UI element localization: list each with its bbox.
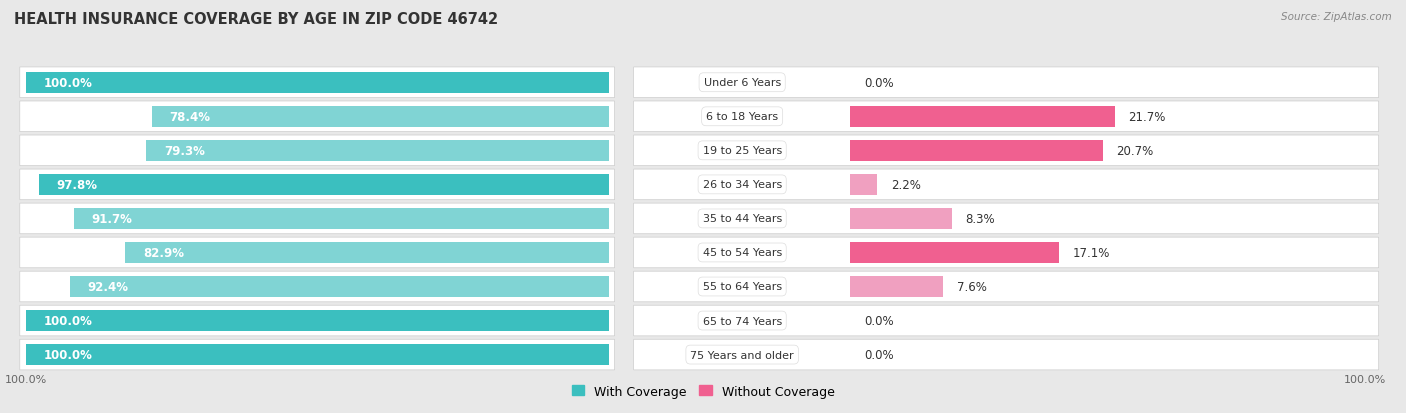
Text: 26 to 34 Years: 26 to 34 Years: [703, 180, 782, 190]
Text: 6 to 18 Years: 6 to 18 Years: [706, 112, 779, 122]
FancyBboxPatch shape: [20, 271, 614, 302]
Bar: [146, 140, 609, 161]
Bar: [38, 174, 609, 195]
Text: 45 to 54 Years: 45 to 54 Years: [703, 248, 782, 258]
Text: 65 to 74 Years: 65 to 74 Years: [703, 316, 782, 326]
Text: 91.7%: 91.7%: [91, 212, 132, 225]
Text: 78.4%: 78.4%: [169, 111, 209, 123]
FancyBboxPatch shape: [634, 136, 1379, 166]
Text: 100.0%: 100.0%: [44, 348, 91, 361]
Text: 97.8%: 97.8%: [56, 178, 97, 191]
Text: 79.3%: 79.3%: [165, 145, 205, 157]
Text: 21.7%: 21.7%: [1129, 111, 1166, 123]
Bar: [25, 310, 609, 331]
Text: 8.3%: 8.3%: [965, 212, 994, 225]
Bar: [851, 209, 952, 229]
Text: 2.2%: 2.2%: [891, 178, 921, 191]
Text: 19 to 25 Years: 19 to 25 Years: [703, 146, 782, 156]
Text: 92.4%: 92.4%: [87, 280, 128, 293]
Text: 100.0%: 100.0%: [44, 76, 91, 90]
Text: 0.0%: 0.0%: [865, 76, 894, 90]
Bar: [851, 107, 1115, 128]
Bar: [851, 174, 877, 195]
Text: 17.1%: 17.1%: [1073, 247, 1109, 259]
FancyBboxPatch shape: [634, 339, 1379, 370]
Bar: [851, 242, 1059, 263]
Text: 55 to 64 Years: 55 to 64 Years: [703, 282, 782, 292]
Bar: [152, 107, 609, 128]
FancyBboxPatch shape: [634, 204, 1379, 234]
Bar: [25, 344, 609, 365]
Text: 35 to 44 Years: 35 to 44 Years: [703, 214, 782, 224]
FancyBboxPatch shape: [20, 102, 614, 132]
Text: HEALTH INSURANCE COVERAGE BY AGE IN ZIP CODE 46742: HEALTH INSURANCE COVERAGE BY AGE IN ZIP …: [14, 12, 498, 27]
FancyBboxPatch shape: [20, 68, 614, 98]
FancyBboxPatch shape: [634, 68, 1379, 98]
FancyBboxPatch shape: [20, 339, 614, 370]
Text: Source: ZipAtlas.com: Source: ZipAtlas.com: [1281, 12, 1392, 22]
FancyBboxPatch shape: [634, 237, 1379, 268]
FancyBboxPatch shape: [634, 102, 1379, 132]
Text: 0.0%: 0.0%: [865, 348, 894, 361]
Text: 20.7%: 20.7%: [1116, 145, 1153, 157]
Text: 0.0%: 0.0%: [865, 314, 894, 327]
FancyBboxPatch shape: [20, 237, 614, 268]
Text: 100.0%: 100.0%: [44, 314, 91, 327]
Bar: [851, 140, 1102, 161]
Bar: [125, 242, 609, 263]
Text: 82.9%: 82.9%: [143, 247, 184, 259]
Text: Under 6 Years: Under 6 Years: [703, 78, 780, 88]
FancyBboxPatch shape: [20, 136, 614, 166]
Text: 75 Years and older: 75 Years and older: [690, 350, 794, 360]
FancyBboxPatch shape: [634, 271, 1379, 302]
Bar: [70, 276, 609, 297]
FancyBboxPatch shape: [20, 170, 614, 200]
Legend: With Coverage, Without Coverage: With Coverage, Without Coverage: [567, 380, 839, 403]
FancyBboxPatch shape: [634, 170, 1379, 200]
Bar: [851, 276, 943, 297]
Bar: [25, 73, 609, 94]
FancyBboxPatch shape: [20, 306, 614, 336]
FancyBboxPatch shape: [634, 306, 1379, 336]
FancyBboxPatch shape: [20, 204, 614, 234]
Text: 7.6%: 7.6%: [956, 280, 987, 293]
Bar: [75, 209, 609, 229]
